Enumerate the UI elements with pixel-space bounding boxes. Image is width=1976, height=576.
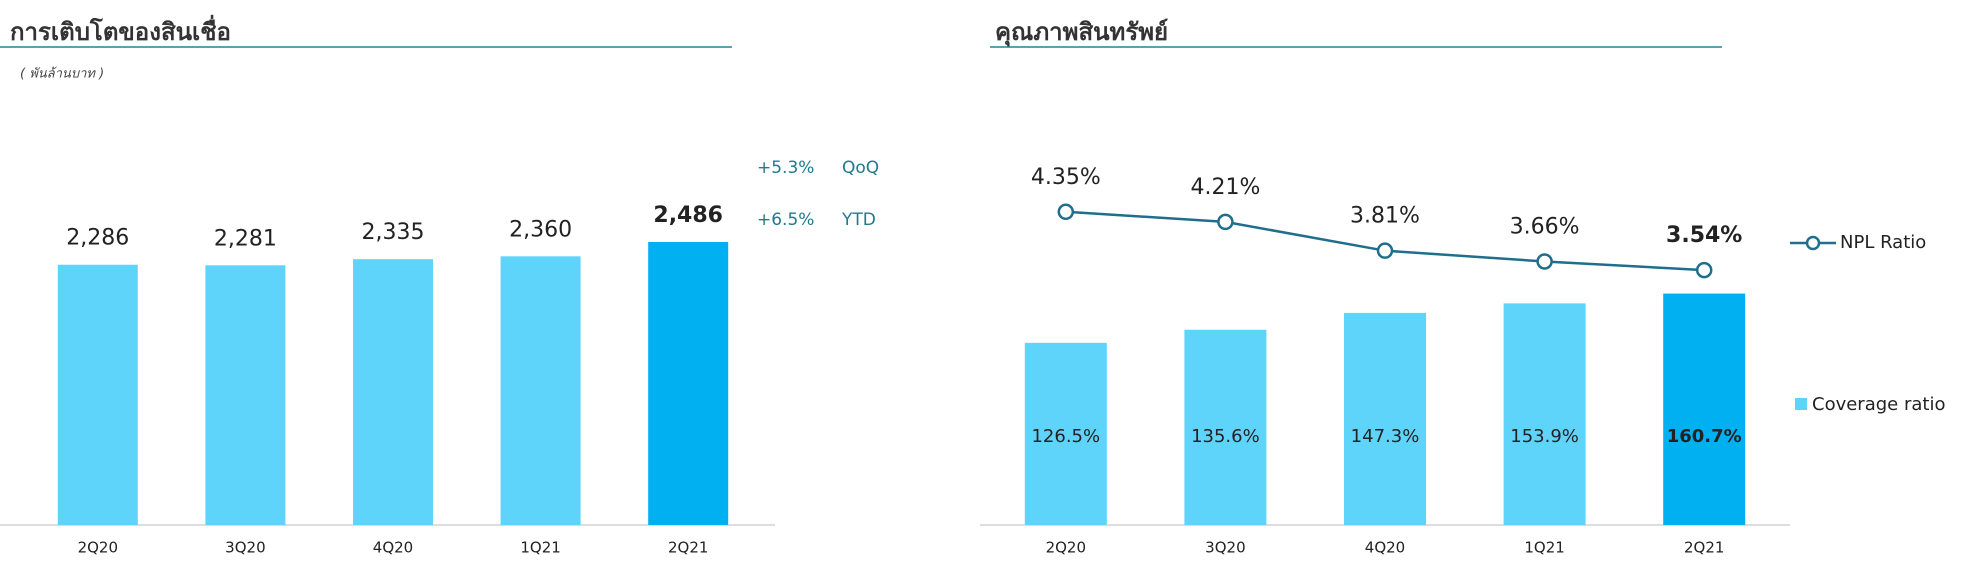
value-label: 2,281 <box>214 226 277 251</box>
legend-label: Coverage ratio <box>1812 394 1945 415</box>
annotation-change: +5.3% <box>757 158 814 178</box>
value-label: 3.66% <box>1510 214 1580 239</box>
point <box>1376 242 1394 259</box>
value-label: 2,360 <box>509 217 572 242</box>
chart-title: การเติบโตของสินเชื่อ <box>10 14 231 46</box>
point <box>1536 253 1553 270</box>
x-tick-label: 4Q20 <box>1365 539 1405 557</box>
value-label: 4.35% <box>1031 165 1101 190</box>
point <box>1217 213 1234 231</box>
chart-title: คุณภาพสินทรัพย์ <box>995 18 1168 48</box>
annotation-change: +6.5% <box>757 210 814 230</box>
x-tick-label: 2Q21 <box>668 539 708 557</box>
x-tick-label: 2Q21 <box>1684 539 1724 557</box>
value-label: 153.9% <box>1510 426 1579 447</box>
x-tick-label: 1Q21 <box>520 539 560 557</box>
annotation-label: QoQ <box>842 158 879 178</box>
value-label: 2,286 <box>66 226 129 251</box>
value-label: 147.3% <box>1351 426 1420 447</box>
bar <box>648 241 729 525</box>
legend-marker <box>1805 235 1821 251</box>
legend-swatch <box>1795 398 1807 410</box>
x-tick-label: 2Q20 <box>78 539 118 557</box>
value-label: 160.7% <box>1667 426 1742 447</box>
point <box>1695 261 1713 279</box>
bar <box>1503 303 1586 525</box>
bar <box>57 264 138 525</box>
legend-label: NPL Ratio <box>1840 232 1926 253</box>
x-tick-label: 3Q20 <box>225 539 265 557</box>
x-tick-label: 2Q20 <box>1046 539 1086 557</box>
x-tick-label: 3Q20 <box>1205 539 1245 557</box>
bar <box>205 265 286 525</box>
x-tick-label: 4Q20 <box>373 539 413 557</box>
chart-subtitle: ( พันล้านบาท ) <box>20 67 104 82</box>
bar <box>1184 329 1267 525</box>
value-label: 2,335 <box>362 220 425 245</box>
value-label: 3.54% <box>1666 223 1742 248</box>
point <box>1057 203 1075 221</box>
value-label: 126.5% <box>1031 426 1100 447</box>
annotation-label: YTD <box>841 210 876 230</box>
value-label: 135.6% <box>1191 426 1260 447</box>
bar <box>353 259 433 525</box>
value-label: 3.81% <box>1350 204 1420 229</box>
value-label: 4.21% <box>1190 175 1260 200</box>
value-label: 2,486 <box>653 203 723 228</box>
bar <box>1344 312 1426 525</box>
bar <box>500 256 581 525</box>
x-tick-label: 1Q21 <box>1524 539 1564 557</box>
bar <box>1663 293 1746 525</box>
bar <box>1024 342 1107 525</box>
